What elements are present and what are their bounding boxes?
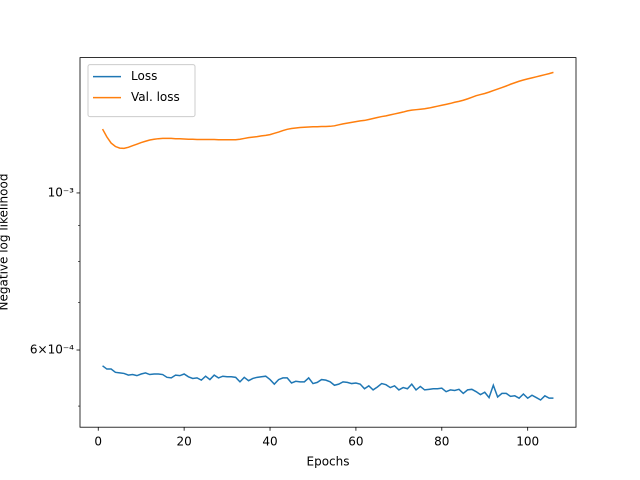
x-tick-label: 60	[348, 435, 363, 449]
y-tick-label: 10⁻³	[48, 185, 75, 199]
x-tick-label: 20	[176, 435, 191, 449]
x-tick-label: 0	[94, 435, 102, 449]
legend-box	[87, 64, 196, 118]
y-tick-label: 6×10⁻⁴	[30, 343, 74, 357]
axes-frame	[79, 57, 577, 428]
x-axis-label: Epochs	[307, 455, 350, 469]
legend-label: Val. loss	[131, 90, 180, 104]
y-axis-label: Negative log likelihood	[0, 174, 11, 311]
x-tick-label: 80	[434, 435, 449, 449]
legend-label: Loss	[131, 69, 157, 83]
series-line	[101, 71, 554, 150]
series-line	[102, 365, 554, 401]
x-tick-label: 40	[262, 435, 277, 449]
x-tick-label: 100	[516, 435, 539, 449]
